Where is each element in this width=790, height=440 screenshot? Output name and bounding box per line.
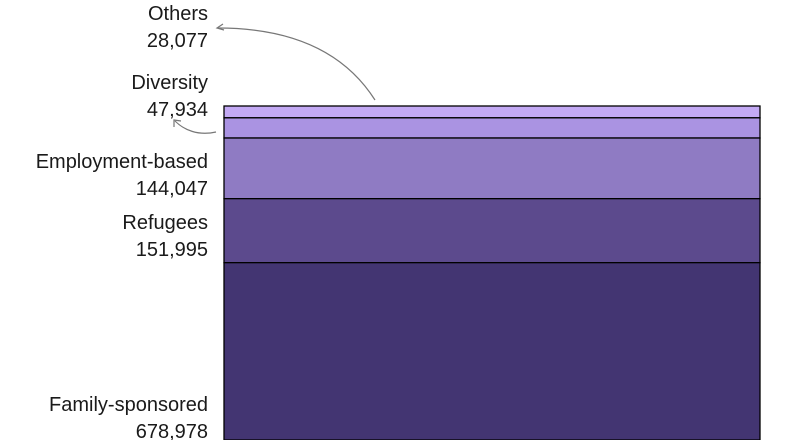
- category-label-refugees: Refugees: [122, 212, 208, 234]
- arrow-others: [217, 27, 376, 101]
- category-label-others: Others: [148, 3, 208, 25]
- bar-segment-diversity: [223, 117, 761, 139]
- category-label-diversity: Diversity: [131, 72, 208, 94]
- arrowhead-diversity-icon: [173, 119, 182, 127]
- value-label-family-sponsored: 678,978: [136, 421, 208, 440]
- bar-segment-refugees: [223, 198, 761, 264]
- category-label-family-sponsored: Family-sponsored: [49, 394, 208, 416]
- value-label-employment-based: 144,047: [136, 178, 208, 200]
- category-label-employment-based: Employment-based: [36, 151, 208, 173]
- value-label-refugees: 151,995: [136, 239, 208, 261]
- value-label-others: 28,077: [147, 30, 208, 52]
- arrow-diversity: [174, 120, 217, 134]
- value-label-diversity: 47,934: [147, 99, 208, 121]
- bar-segment-employment-based: [223, 137, 761, 200]
- bar-segment-others: [223, 105, 761, 119]
- bar-segment-family-sponsored: [223, 262, 761, 440]
- arrowhead-others-icon: [215, 23, 225, 31]
